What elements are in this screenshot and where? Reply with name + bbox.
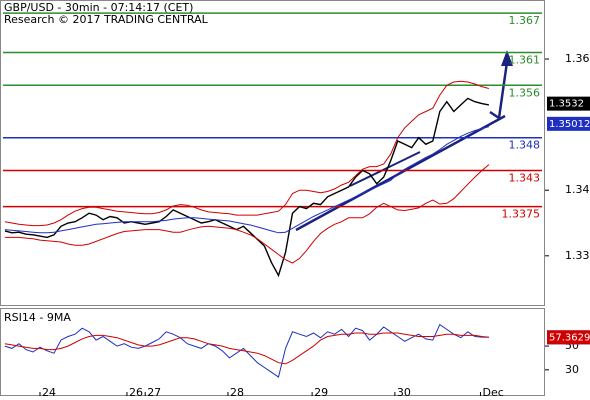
- x-tick-label: 26: [129, 386, 143, 399]
- series-line: [4, 80, 490, 227]
- series-line: [4, 323, 489, 378]
- series-line: [4, 332, 489, 365]
- level-label: 1.361: [509, 53, 541, 66]
- x-tick-label: 27: [147, 386, 161, 399]
- rsi-panel-frame: [0, 308, 545, 396]
- x-tick-label: Dec: [482, 386, 503, 399]
- x-tick-label: 29: [314, 386, 328, 399]
- chart-title: GBP/USD - 30min - 07:14:17 (CET): [4, 1, 193, 14]
- x-tick-label: 28: [230, 386, 244, 399]
- x-tick-label: 24: [42, 386, 56, 399]
- level-label: 1.356: [509, 86, 541, 99]
- ma-box: [547, 116, 590, 131]
- series-line: [4, 126, 490, 234]
- level-label: 1.3375: [502, 208, 541, 221]
- rsi-title: RSI14 - 9MA: [4, 311, 71, 324]
- rsi-box-label: 57.3629: [549, 332, 590, 343]
- rsi-box: [547, 330, 590, 345]
- level-label: 1.348: [509, 139, 541, 152]
- ma-box-label: 1.35012: [549, 119, 590, 130]
- trend-line: [295, 114, 506, 232]
- forecast-arrow: [489, 61, 509, 121]
- price-box-label: 1.3532: [549, 99, 584, 110]
- level-label: 1.343: [509, 172, 541, 185]
- chart-subtitle: Research © 2017 TRADING CENTRAL: [4, 13, 209, 26]
- y-tick-label: 1.36: [565, 52, 590, 65]
- series-line: [4, 164, 490, 264]
- y-tick-label: 1.34: [565, 183, 590, 196]
- y-tick-label: 1.33: [565, 249, 590, 262]
- arrow-head: [501, 50, 513, 66]
- price-box: [547, 96, 590, 111]
- x-tick-label: 30: [397, 386, 411, 399]
- y-tick-label: 30: [565, 363, 579, 376]
- series-line: [4, 97, 490, 278]
- price-panel-frame: [0, 0, 545, 306]
- level-label: 1.367: [509, 14, 541, 27]
- trend-line: [349, 151, 421, 187]
